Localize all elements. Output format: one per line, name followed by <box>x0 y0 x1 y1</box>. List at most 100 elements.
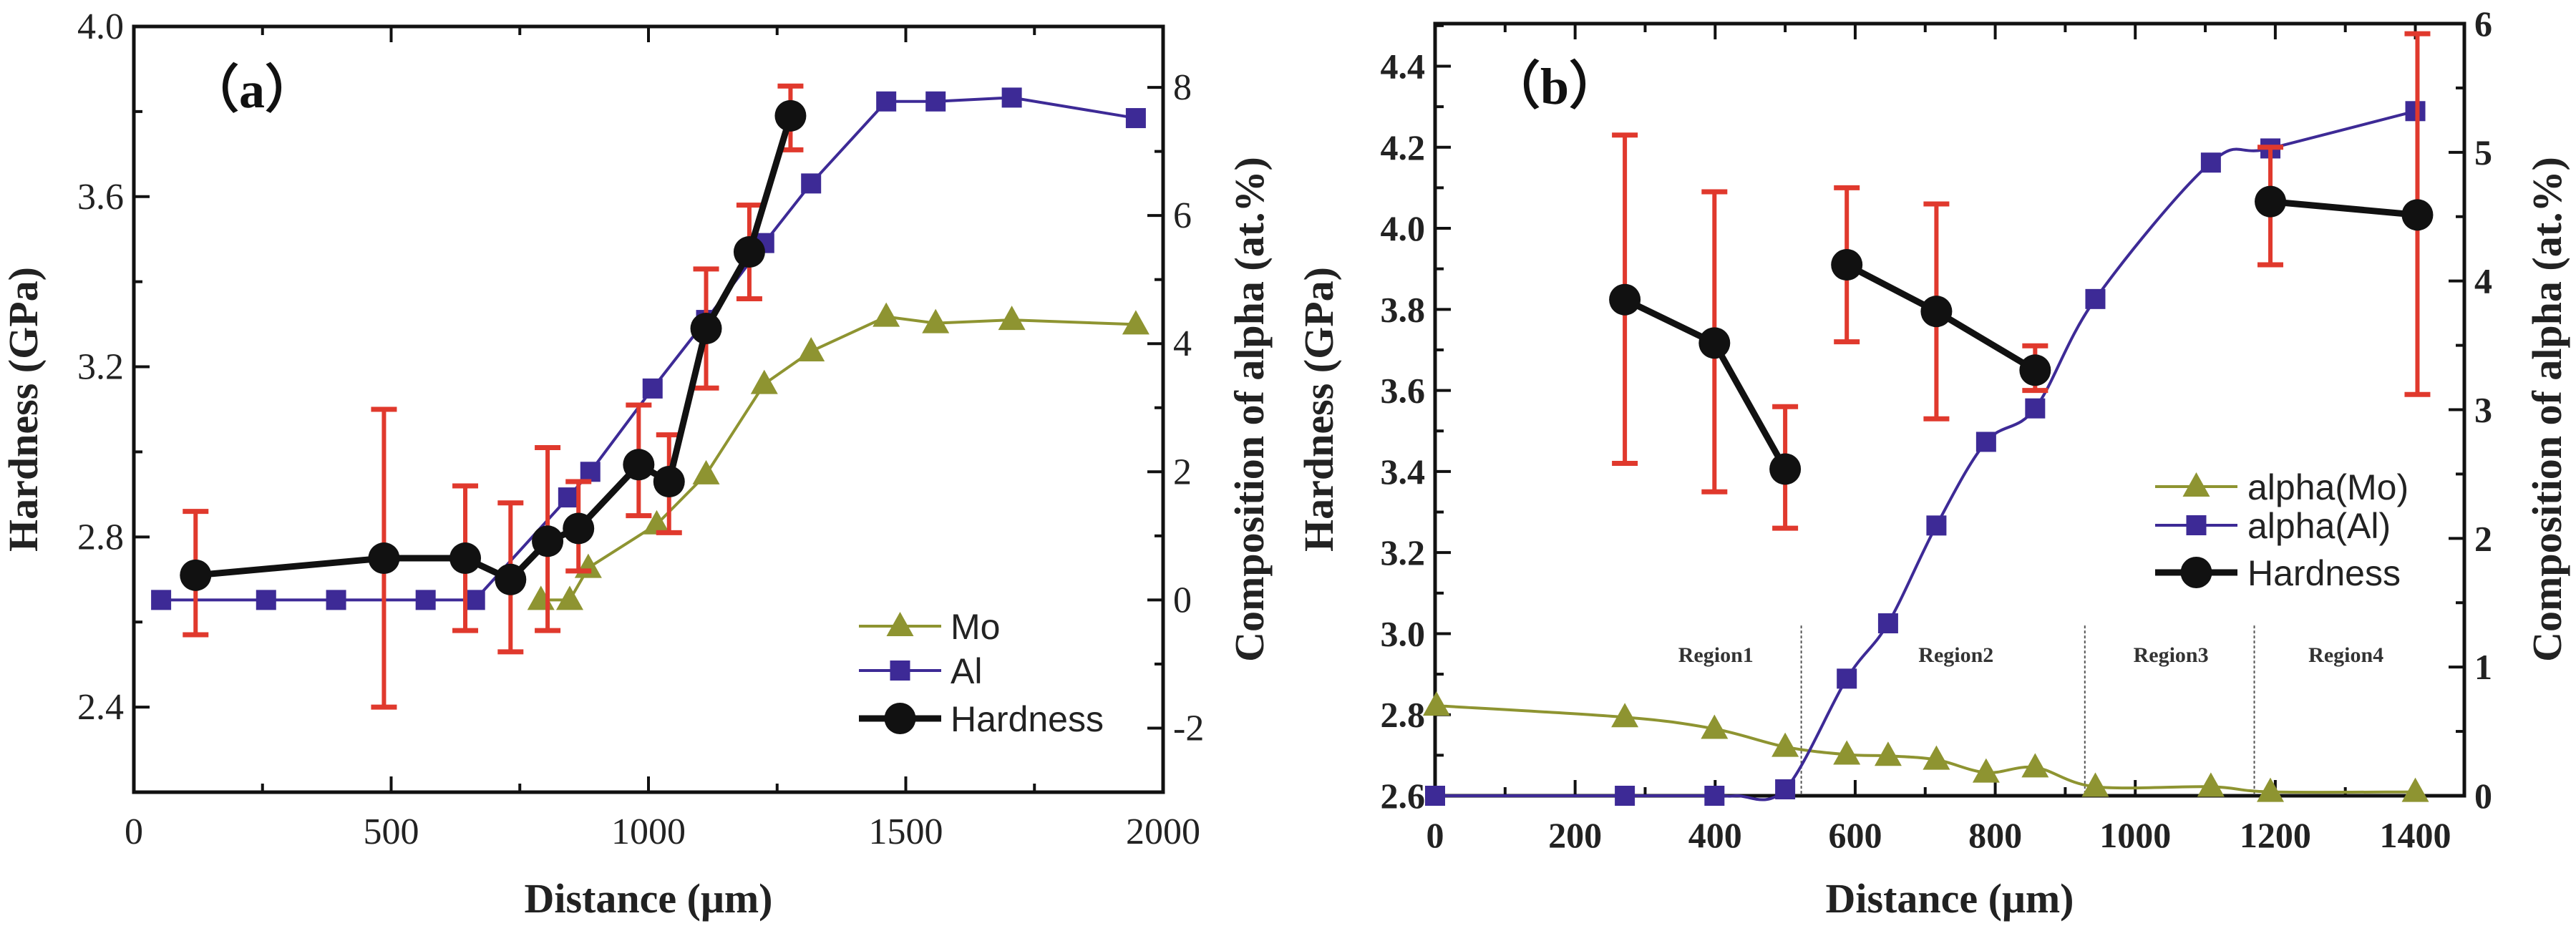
series-line <box>1436 704 2416 794</box>
data-point <box>2255 185 2287 218</box>
data-point <box>1422 691 1450 716</box>
data-point <box>555 585 583 610</box>
data-point <box>1837 668 1857 689</box>
x-tick-label: 0 <box>1426 815 1444 855</box>
legend-label-hardness: Hardness <box>951 699 1104 739</box>
y-tick-label: 2.8 <box>77 517 124 557</box>
data-point <box>1771 732 1799 757</box>
legend-marker <box>886 612 914 636</box>
y-tick-label: 3.0 <box>1381 613 1426 653</box>
data-point <box>1831 249 1863 281</box>
data-point <box>2085 288 2106 309</box>
data-point <box>925 91 946 112</box>
x-tick-label: 2000 <box>1126 812 1200 852</box>
legend-label-mo: Mo <box>951 607 1000 647</box>
data-point <box>532 525 564 557</box>
series-hardness <box>1609 31 2434 531</box>
legend-label-alpha-mo: alpha(Mo) <box>2247 467 2409 507</box>
y2-tick-label: 0 <box>1173 580 1192 620</box>
x-tick-label: 400 <box>1688 815 1742 855</box>
series-line <box>195 114 794 583</box>
data-point <box>643 510 671 535</box>
plot-frame <box>1433 21 2466 798</box>
x-axis-title-b: Distance (μm) <box>1826 875 2074 922</box>
legend-marker <box>2182 472 2210 497</box>
plot-frame <box>132 24 1165 794</box>
series-line <box>2270 198 2418 218</box>
data-point <box>2197 772 2225 797</box>
data-point <box>2257 777 2285 802</box>
data-point <box>558 487 578 508</box>
data-point <box>998 306 1026 331</box>
legend-marker <box>884 703 916 734</box>
legend-label-al: Al <box>951 651 982 691</box>
legend-a: Mo Al Hardness <box>951 607 1104 739</box>
y-tick-label: 2.8 <box>1381 695 1426 735</box>
y2-tick-label: 4 <box>2474 261 2492 301</box>
data-point <box>2025 398 2046 419</box>
y-tick-label: 3.6 <box>77 177 124 218</box>
data-point <box>2401 777 2429 802</box>
legend-marker <box>890 661 910 681</box>
y-tick-label: 3.2 <box>77 347 124 388</box>
data-point <box>1425 786 1445 806</box>
data-point <box>623 449 655 481</box>
data-point <box>876 91 897 112</box>
x-tick-label: 1000 <box>2099 815 2171 855</box>
region-label: Region3 <box>2134 643 2209 667</box>
panel-label-b: （b） <box>1489 58 1620 115</box>
data-point <box>1609 283 1641 316</box>
data-point <box>2081 772 2109 797</box>
regions: Region1 Region2 Region3 Region4 <box>1678 625 2383 796</box>
y-tick-label: 4.0 <box>77 6 124 47</box>
series-alpha-mo <box>1422 691 2429 802</box>
series-mo <box>527 302 1150 610</box>
axes: 0 200 400 600 800 1000 1200 1400 2.6 2.8 3.0 3.2 3.4… <box>1381 4 2493 855</box>
data-point <box>922 308 950 333</box>
data-point <box>1701 714 1729 739</box>
data-point <box>563 512 595 545</box>
data-point <box>368 542 400 575</box>
data-point <box>449 542 482 575</box>
y-tick-label: 2.4 <box>77 687 124 728</box>
y2-tick-label: 5 <box>2474 132 2492 172</box>
series-hardness <box>180 83 807 710</box>
y2-tick-label: 6 <box>2474 4 2492 44</box>
data-point <box>797 336 825 361</box>
legend-label-hardness: Hardness <box>2247 553 2401 593</box>
data-point <box>1611 703 1639 728</box>
data-point <box>465 590 485 610</box>
data-point <box>1926 515 1947 536</box>
data-point <box>415 590 436 610</box>
data-point <box>1874 741 1902 766</box>
data-point <box>2401 199 2434 231</box>
series-line <box>1623 296 1789 471</box>
data-point <box>642 378 663 399</box>
data-point <box>495 563 527 595</box>
data-point <box>653 466 685 498</box>
x-tick-label: 1500 <box>869 812 943 852</box>
data-point <box>873 302 900 327</box>
y2-tick-label: 3 <box>2474 390 2492 430</box>
x-tick-label: 500 <box>364 812 419 852</box>
y-tick-label: 2.6 <box>1381 776 1426 816</box>
data-point <box>326 590 346 610</box>
y-tick-label: 4.4 <box>1381 46 1426 86</box>
x-tick-label: 1000 <box>611 812 686 852</box>
data-point <box>1775 779 1796 800</box>
x-tick-label: 800 <box>1968 815 2022 855</box>
x-tick-label: 1400 <box>2380 815 2451 855</box>
x-tick-label: 1200 <box>2240 815 2311 855</box>
data-point <box>1833 740 1861 765</box>
data-point <box>1920 296 1953 328</box>
y2-tick-label: -2 <box>1173 708 1204 749</box>
data-point <box>256 590 276 610</box>
y-tick-label: 3.4 <box>1381 452 1426 492</box>
data-point <box>2200 152 2221 173</box>
legend-b: alpha(Mo) alpha(Al) Hardness <box>2247 467 2409 593</box>
data-point <box>1877 613 1898 634</box>
panel-label-a: （a） <box>188 62 316 119</box>
y-tick-label: 4.2 <box>1381 127 1426 167</box>
data-point <box>690 313 722 345</box>
